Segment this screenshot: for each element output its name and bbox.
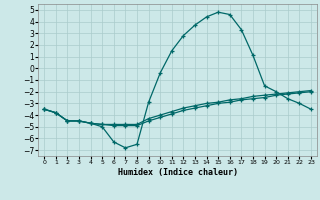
X-axis label: Humidex (Indice chaleur): Humidex (Indice chaleur): [118, 168, 238, 177]
